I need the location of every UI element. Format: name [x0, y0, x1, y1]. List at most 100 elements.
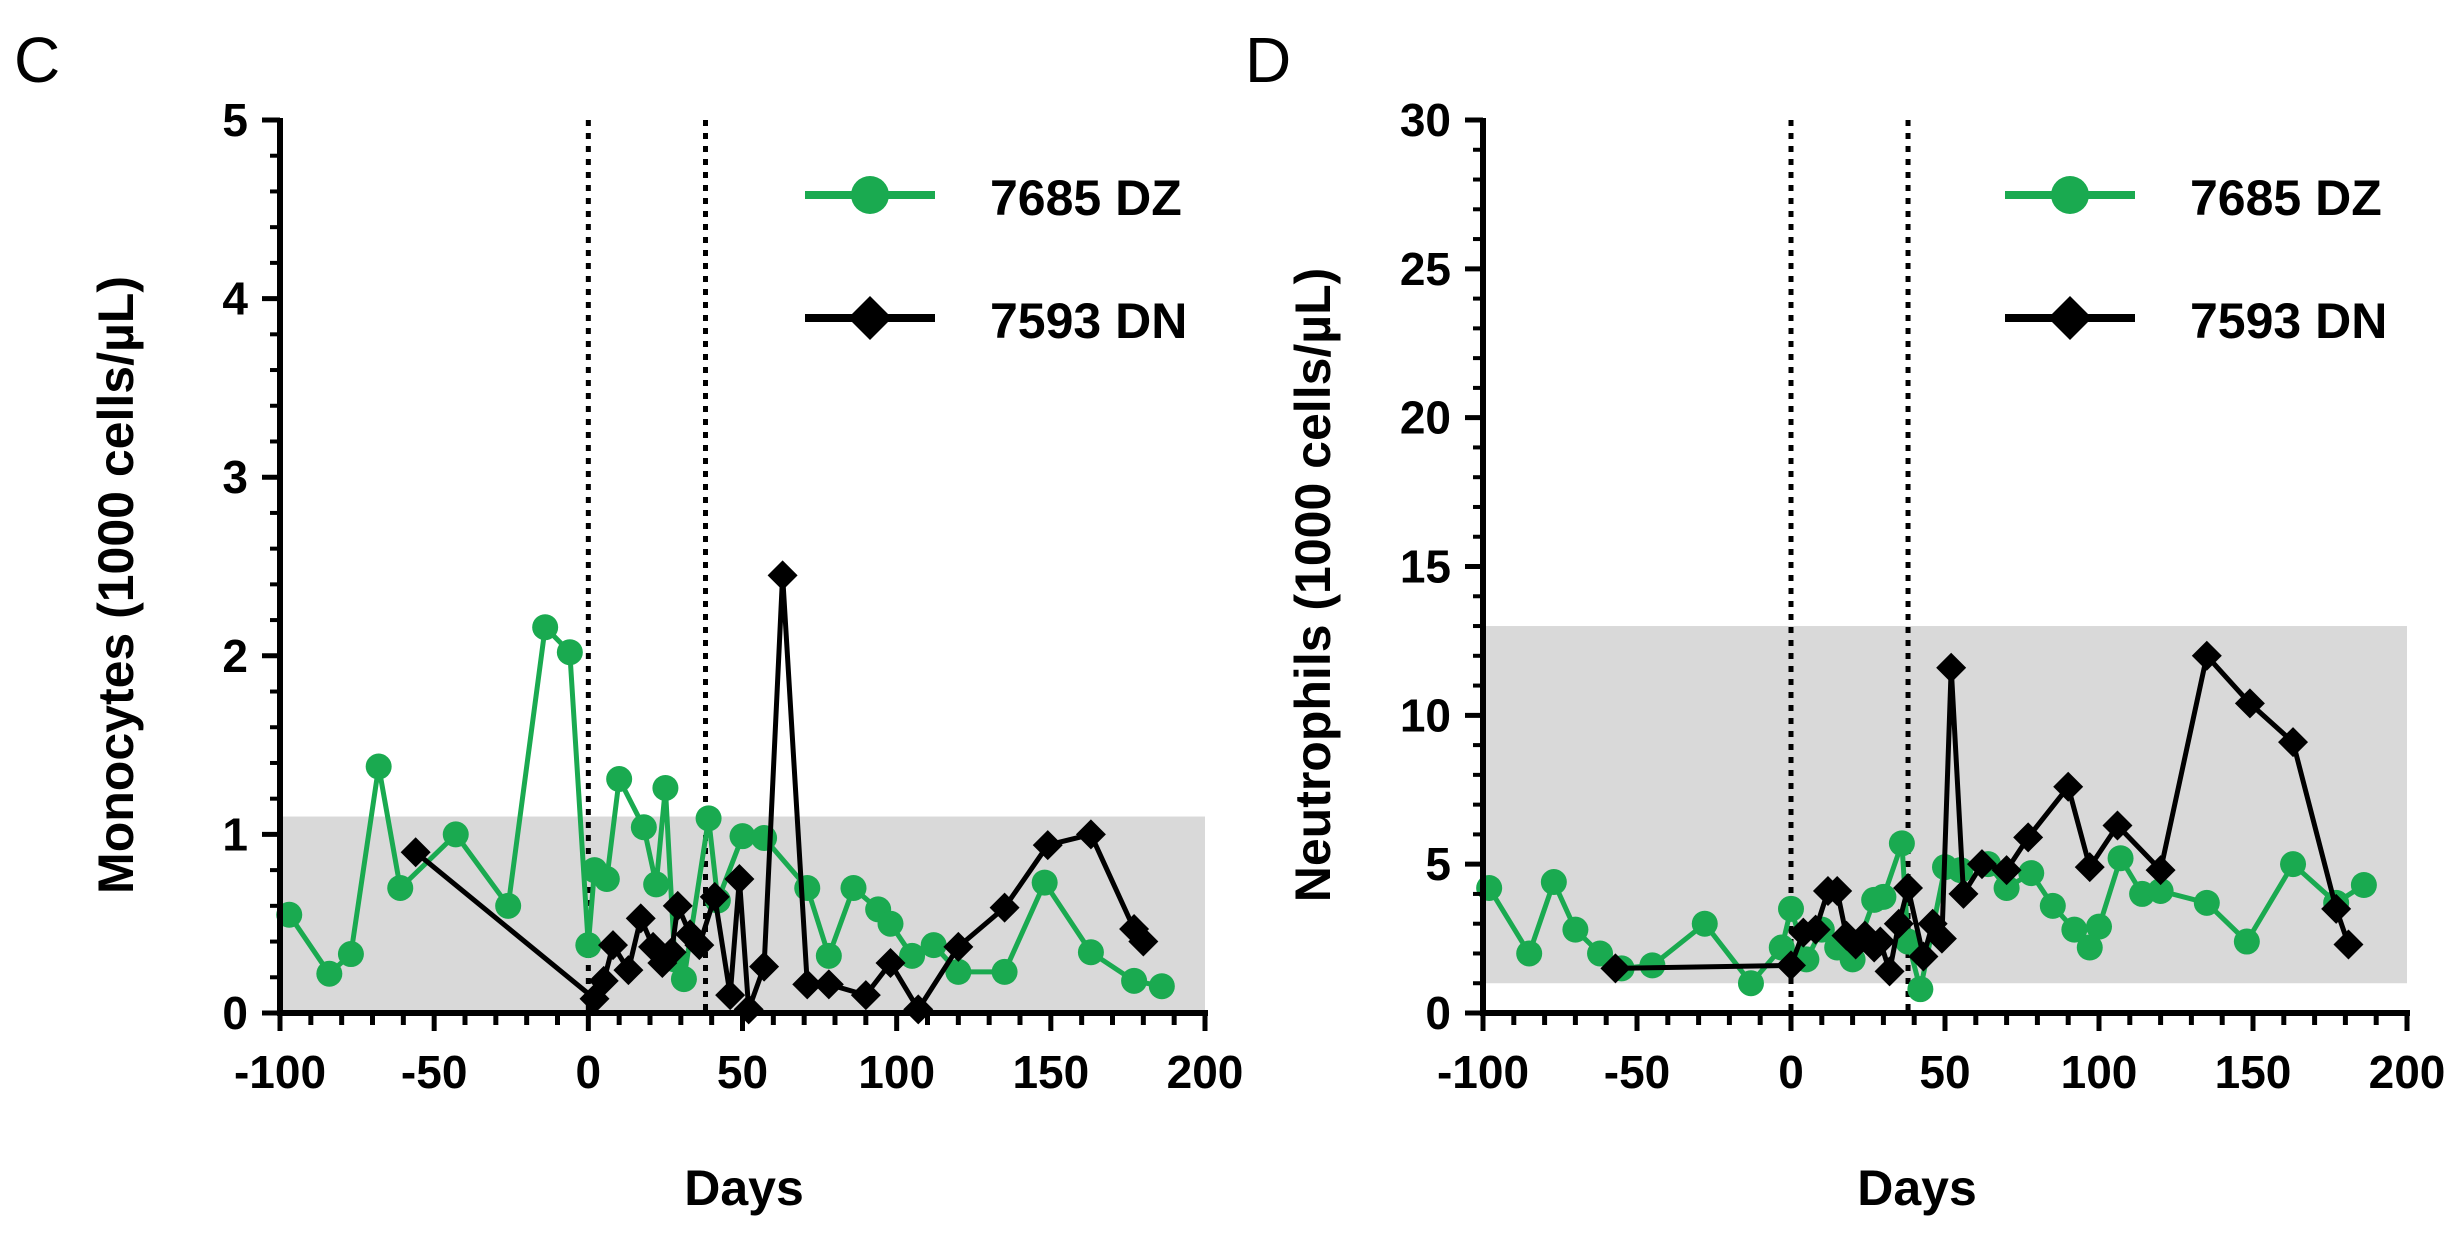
series-7593-dn [400, 560, 1159, 1025]
data-point-7593-dn [2053, 771, 2084, 802]
data-point-7685-dz [1691, 910, 1718, 937]
x-tick-label: 200 [2369, 1046, 2446, 1098]
data-point-7593-dn [1948, 878, 1979, 909]
data-point-7685-dz [1148, 973, 1175, 1000]
data-point-7593-dn [943, 931, 974, 962]
data-point-7685-dz [2350, 872, 2377, 899]
x-tick-label: 0 [576, 1046, 602, 1098]
data-point-7593-dn [715, 980, 746, 1011]
data-point-7685-dz [2039, 892, 2066, 919]
data-point-7593-dn [656, 937, 687, 968]
panel-neutrophils: D -100 -50 0 50 100 150 200 0 5 10 15 20 25 30 Days N… [1245, 24, 2445, 1216]
data-point-7685-dz [1121, 967, 1148, 994]
data-point-7685-dz [316, 960, 343, 987]
data-point-7593-dn [1936, 652, 1967, 683]
y-tick-label: 15 [1400, 541, 1451, 593]
data-point-7593-dn [684, 930, 715, 961]
tick-labels-monocytes: -100 -50 0 50 100 150 200 0 1 2 3 4 5 [222, 94, 1243, 1098]
data-point-7685-dz [794, 874, 821, 901]
data-point-7685-dz [1031, 869, 1058, 896]
data-point-7685-dz [442, 821, 469, 848]
data-point-7593-dn [1883, 908, 1914, 939]
x-tick-label: 50 [717, 1046, 768, 1098]
data-point-7685-dz [2147, 877, 2174, 904]
data-point-7593-dn [989, 892, 1020, 923]
y-tick-label: 20 [1400, 392, 1451, 444]
data-point-7593-dn [2234, 688, 2265, 719]
data-point-7685-dz [1907, 976, 1934, 1003]
data-point-7593-dn [1926, 923, 1957, 954]
data-point-7593-dn [1991, 855, 2022, 886]
data-point-7593-dn [1865, 926, 1896, 957]
data-point-7593-dn [2145, 855, 2176, 886]
data-point-7593-dn [662, 890, 693, 921]
data-point-7593-dn [699, 881, 730, 912]
series-layer-monocytes [276, 560, 1175, 1025]
panel-letter-d: D [1245, 24, 1291, 96]
data-point-7593-dn [1075, 819, 1106, 850]
legend-marker-7593-dn [848, 296, 892, 340]
panel-letter-c: C [14, 24, 60, 96]
tick-labels-neutrophils: -100 -50 0 50 100 150 200 0 5 10 15 20 25 30 [1400, 94, 2446, 1098]
data-point-7685-dz [2076, 934, 2103, 961]
data-point-7685-dz [2061, 916, 2088, 943]
data-point-7685-dz [532, 614, 559, 641]
data-point-7593-dn [598, 930, 628, 961]
data-point-7593-dn [2102, 810, 2133, 841]
y-tick-label: 1 [222, 808, 248, 860]
data-point-7685-dz [729, 823, 756, 850]
data-point-7593-dn [625, 903, 656, 934]
y-tick-label: 5 [222, 94, 248, 146]
data-point-7593-dn [588, 965, 619, 996]
data-point-7685-dz [695, 805, 722, 832]
data-point-7685-dz [1888, 830, 1915, 857]
data-point-7685-dz [593, 866, 620, 893]
data-point-7685-dz [920, 932, 947, 959]
x-tick-label: 50 [1919, 1046, 1970, 1098]
y-tick-label: 0 [1425, 987, 1451, 1039]
data-point-7593-dn [2333, 929, 2364, 960]
data-point-7685-dz [1077, 939, 1104, 966]
x-axis-title-monocytes: Days [684, 1160, 804, 1216]
y-axis-title-neutrophils: Neutrophils (1000 cells/µL) [1285, 268, 1341, 903]
data-point-7593-dn [1822, 875, 1853, 906]
x-tick-label: 150 [1012, 1046, 1089, 1098]
legend-label-7685-dz: 7685 DZ [990, 170, 1182, 226]
data-point-7685-dz [387, 874, 414, 901]
data-point-7593-dn [813, 969, 844, 1000]
data-point-7593-dn [875, 947, 906, 978]
data-point-7685-dz [840, 874, 867, 901]
y-tick-label: 5 [1425, 838, 1451, 890]
data-point-7685-dz [1870, 883, 1897, 910]
axes-neutrophils [1465, 117, 2410, 1031]
data-point-7593-dn [1032, 830, 1063, 861]
data-point-7593-dn [1908, 941, 1939, 972]
x-tick-label: 100 [858, 1046, 935, 1098]
data-point-7593-dn [1874, 956, 1905, 987]
data-point-7685-dz [991, 958, 1018, 985]
data-point-7593-dn [767, 560, 798, 591]
y-tick-label: 10 [1400, 689, 1451, 741]
x-tick-label: -50 [401, 1046, 467, 1098]
data-point-7685-dz [365, 753, 392, 780]
y-axis-title-monocytes: Monocytes (1000 cells/µL) [88, 276, 144, 894]
data-point-7685-dz [630, 814, 657, 841]
data-point-7593-dn [2191, 640, 2222, 671]
treatment-lines-neutrophils [1788, 120, 1911, 1013]
data-point-7593-dn [1893, 872, 1924, 903]
data-point-7593-dn [792, 969, 823, 1000]
data-point-7685-dz [2280, 851, 2307, 878]
legend-marker-7685-dz [851, 176, 889, 214]
data-point-7685-dz [1540, 869, 1567, 896]
y-tick-label: 3 [222, 451, 248, 503]
series-layer-neutrophils [1476, 640, 2377, 1003]
data-point-7685-dz [1516, 940, 1543, 967]
data-point-7685-dz [495, 892, 522, 919]
legend-label-7593-dn: 7593 DN [2190, 293, 2387, 349]
data-point-7685-dz [899, 942, 926, 969]
data-point-7685-dz [1562, 916, 1589, 943]
data-point-7685-dz [652, 774, 679, 801]
data-point-7685-dz [877, 910, 904, 937]
data-point-7593-dn [2278, 727, 2309, 758]
